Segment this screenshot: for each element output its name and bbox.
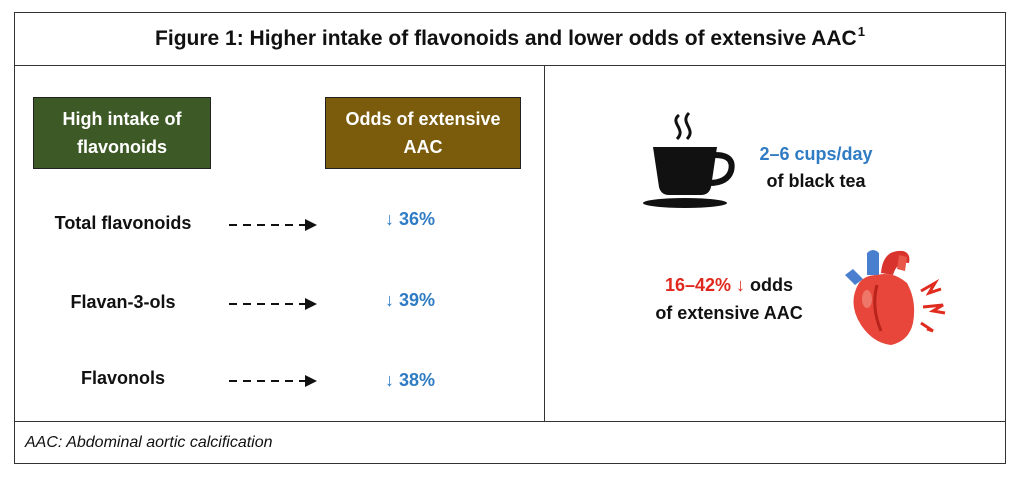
panel-divider	[544, 65, 545, 421]
coffee-cup-icon	[643, 111, 735, 208]
row-label-flavan-3-ols: Flavan-3-ols	[70, 292, 176, 312]
tea-amount: 2–6 cups/day	[759, 144, 873, 164]
tea-type: of black tea	[766, 171, 866, 191]
dashed-arrow-icon	[229, 375, 317, 387]
footnote-text: AAC: Abdominal aortic calcification	[25, 433, 273, 451]
row-label-total-flavonoids: Total flavonoids	[54, 213, 192, 233]
tea-text: 2–6 cups/day of black tea	[741, 141, 891, 195]
aac-odds-word: odds	[750, 275, 794, 295]
dashed-arrow-icon	[229, 298, 317, 310]
figure-title: Figure 1: Higher intake of flavonoids an…	[15, 13, 1005, 66]
aac-effect-text: 16–42% ↓ odds of extensive AAC	[629, 271, 829, 327]
figure-title-superscript: 1	[857, 23, 865, 39]
heart-icon	[845, 250, 946, 345]
row-change-flavan-3-ols: ↓ 39%	[385, 290, 436, 310]
figure-frame: Figure 1: Higher intake of flavonoids an…	[14, 12, 1006, 464]
row-change-flavonols: ↓ 38%	[385, 370, 436, 390]
aac-range: 16–42% ↓	[664, 275, 746, 295]
aac-line2: of extensive AAC	[655, 303, 803, 323]
odds-header-text: Odds of extensive AAC	[345, 109, 501, 157]
row-change-total-flavonoids: ↓ 36%	[385, 209, 436, 229]
row-label-flavonols: Flavonols	[80, 368, 165, 388]
intake-header-text: High intake of flavonoids	[62, 109, 182, 157]
figure-title-text: Figure 1: Higher intake of flavonoids an…	[155, 27, 857, 50]
dashed-arrow-icon	[229, 219, 317, 231]
footnote: AAC: Abdominal aortic calcification	[15, 421, 1005, 463]
intake-header: High intake of flavonoids	[33, 97, 211, 169]
odds-header: Odds of extensive AAC	[325, 97, 521, 169]
